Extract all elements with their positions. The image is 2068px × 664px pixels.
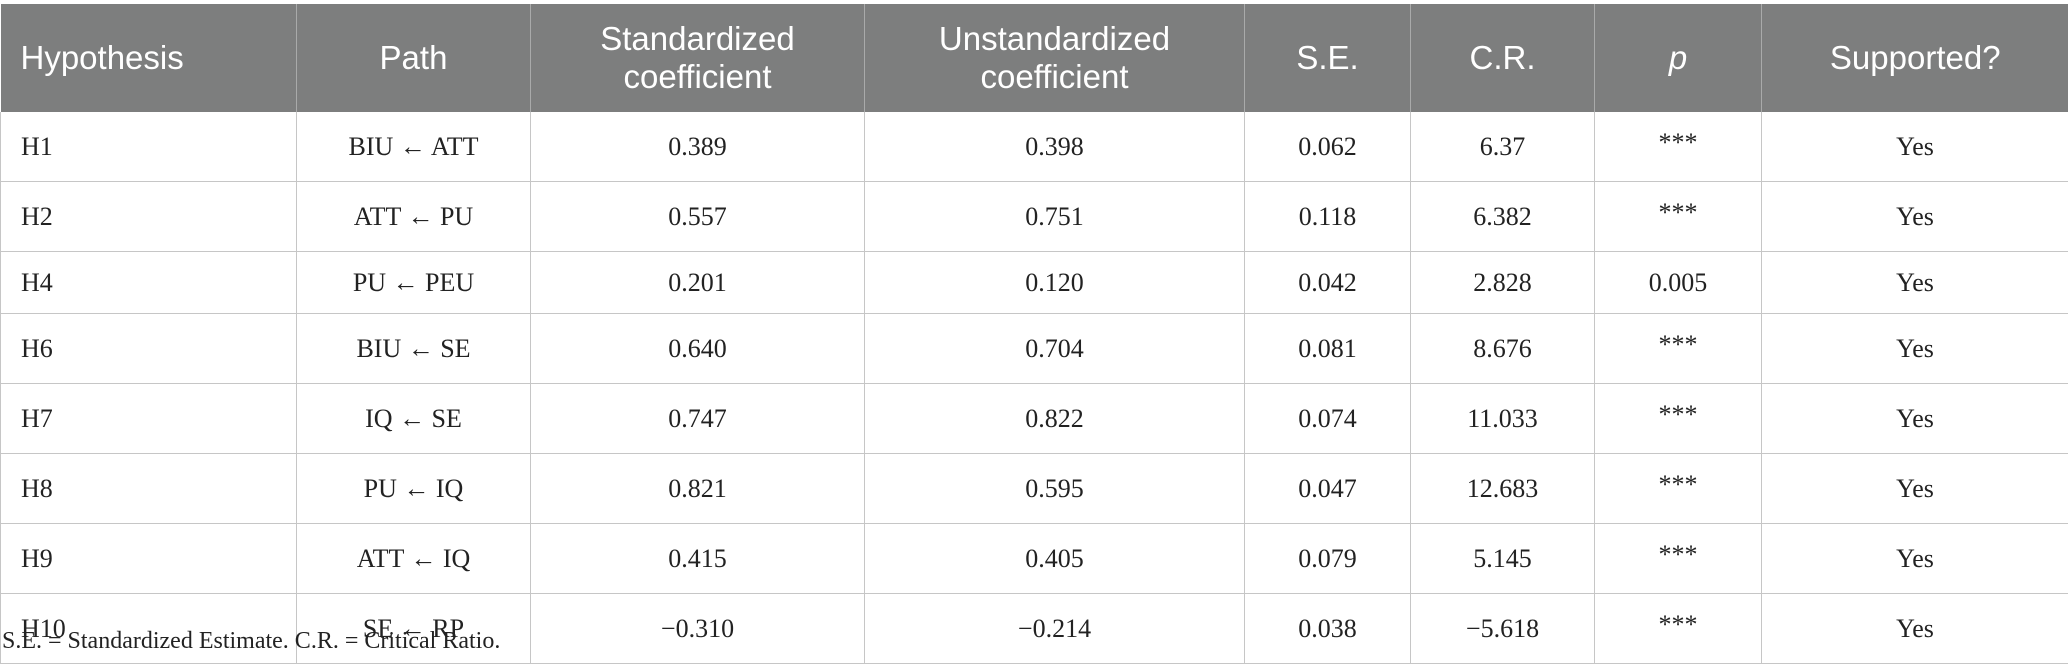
- cell-hypothesis: H9: [1, 524, 297, 594]
- cell-p: ***: [1595, 182, 1762, 252]
- cell-p: ***: [1595, 594, 1762, 664]
- cell-hypothesis: H7: [1, 384, 297, 454]
- cell-supported: Yes: [1762, 314, 2068, 384]
- cell-p: ***: [1595, 454, 1762, 524]
- table-row: H4 PU ← PEU 0.201 0.120 0.042 2.828 0.00…: [1, 252, 2068, 314]
- cell-p: ***: [1595, 524, 1762, 594]
- cell-supported: Yes: [1762, 454, 2068, 524]
- cell-se: 0.042: [1245, 252, 1411, 314]
- cell-hypothesis: H8: [1, 454, 297, 524]
- table-body: H1 BIU ← ATT 0.389 0.398 0.062 6.37 *** …: [1, 112, 2068, 664]
- cell-unstandardized: 0.822: [865, 384, 1245, 454]
- cell-hypothesis: H2: [1, 182, 297, 252]
- cell-standardized: 0.747: [531, 384, 865, 454]
- cell-path: BIU ← ATT: [297, 112, 531, 182]
- table-row: H2 ATT ← PU 0.557 0.751 0.118 6.382 *** …: [1, 182, 2068, 252]
- table-row: H9 ATT ← IQ 0.415 0.405 0.079 5.145 *** …: [1, 524, 2068, 594]
- cell-supported: Yes: [1762, 112, 2068, 182]
- cell-p: ***: [1595, 314, 1762, 384]
- header-standardized-line1: Standardized: [600, 20, 794, 57]
- table-footnote: S.E. = Standardized Estimate. C.R. = Cri…: [2, 626, 500, 656]
- header-se: S.E.: [1245, 4, 1411, 112]
- cell-unstandardized: −0.214: [865, 594, 1245, 664]
- cell-hypothesis: H4: [1, 252, 297, 314]
- cell-p: 0.005: [1595, 252, 1762, 314]
- cell-path: ATT ← PU: [297, 182, 531, 252]
- cell-se: 0.074: [1245, 384, 1411, 454]
- cell-supported: Yes: [1762, 594, 2068, 664]
- cell-supported: Yes: [1762, 182, 2068, 252]
- hypothesis-results-table: Hypothesis Path Standardized coefficient…: [0, 4, 2068, 664]
- header-cr: C.R.: [1411, 4, 1595, 112]
- cell-supported: Yes: [1762, 252, 2068, 314]
- header-unstandardized-line2: coefficient: [981, 58, 1129, 95]
- cell-supported: Yes: [1762, 524, 2068, 594]
- header-path: Path: [297, 4, 531, 112]
- table-row: H1 BIU ← ATT 0.389 0.398 0.062 6.37 *** …: [1, 112, 2068, 182]
- table-header: Hypothesis Path Standardized coefficient…: [1, 4, 2068, 112]
- hypothesis-results-table-container: Hypothesis Path Standardized coefficient…: [0, 4, 2068, 664]
- cell-cr: 12.683: [1411, 454, 1595, 524]
- cell-unstandardized: 0.704: [865, 314, 1245, 384]
- header-unstandardized-line1: Unstandardized: [939, 20, 1170, 57]
- cell-unstandardized: 0.751: [865, 182, 1245, 252]
- header-hypothesis: Hypothesis: [1, 4, 297, 112]
- cell-path: PU ← IQ: [297, 454, 531, 524]
- cell-p: ***: [1595, 384, 1762, 454]
- cell-se: 0.038: [1245, 594, 1411, 664]
- cell-unstandardized: 0.595: [865, 454, 1245, 524]
- cell-se: 0.079: [1245, 524, 1411, 594]
- cell-hypothesis: H6: [1, 314, 297, 384]
- cell-cr: 6.37: [1411, 112, 1595, 182]
- cell-cr: 8.676: [1411, 314, 1595, 384]
- cell-supported: Yes: [1762, 384, 2068, 454]
- header-standardized-line2: coefficient: [624, 58, 772, 95]
- cell-unstandardized: 0.120: [865, 252, 1245, 314]
- cell-path: BIU ← SE: [297, 314, 531, 384]
- cell-cr: 5.145: [1411, 524, 1595, 594]
- cell-standardized: 0.557: [531, 182, 865, 252]
- cell-path: PU ← PEU: [297, 252, 531, 314]
- cell-path: IQ ← SE: [297, 384, 531, 454]
- table-row: H6 BIU ← SE 0.640 0.704 0.081 8.676 *** …: [1, 314, 2068, 384]
- cell-se: 0.047: [1245, 454, 1411, 524]
- header-standardized-coefficient: Standardized coefficient: [531, 4, 865, 112]
- cell-se: 0.062: [1245, 112, 1411, 182]
- header-p: p: [1595, 4, 1762, 112]
- cell-hypothesis: H1: [1, 112, 297, 182]
- cell-standardized: 0.201: [531, 252, 865, 314]
- cell-standardized: 0.821: [531, 454, 865, 524]
- cell-p: ***: [1595, 112, 1762, 182]
- cell-standardized: 0.415: [531, 524, 865, 594]
- cell-standardized: −0.310: [531, 594, 865, 664]
- table-row: H8 PU ← IQ 0.821 0.595 0.047 12.683 *** …: [1, 454, 2068, 524]
- cell-cr: 2.828: [1411, 252, 1595, 314]
- cell-unstandardized: 0.405: [865, 524, 1245, 594]
- cell-cr: 11.033: [1411, 384, 1595, 454]
- cell-cr: −5.618: [1411, 594, 1595, 664]
- table-row: H7 IQ ← SE 0.747 0.822 0.074 11.033 *** …: [1, 384, 2068, 454]
- header-supported: Supported?: [1762, 4, 2068, 112]
- cell-path: ATT ← IQ: [297, 524, 531, 594]
- cell-se: 0.118: [1245, 182, 1411, 252]
- cell-standardized: 0.389: [531, 112, 865, 182]
- cell-se: 0.081: [1245, 314, 1411, 384]
- cell-unstandardized: 0.398: [865, 112, 1245, 182]
- header-row: Hypothesis Path Standardized coefficient…: [1, 4, 2068, 112]
- cell-cr: 6.382: [1411, 182, 1595, 252]
- header-unstandardized-coefficient: Unstandardized coefficient: [865, 4, 1245, 112]
- cell-standardized: 0.640: [531, 314, 865, 384]
